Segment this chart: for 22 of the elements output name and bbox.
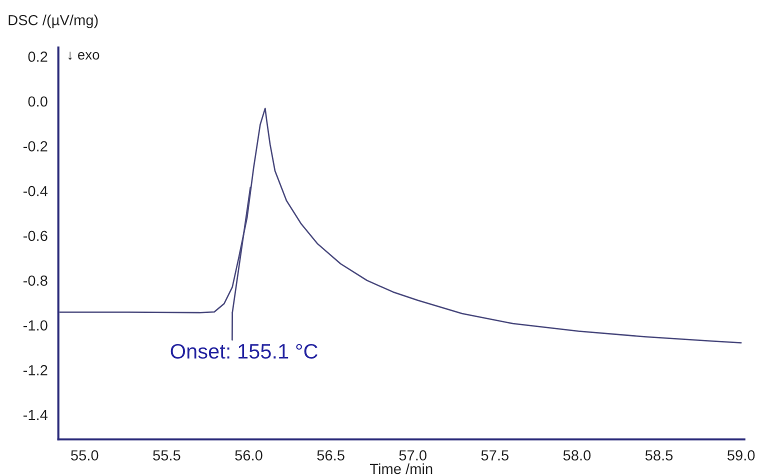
x-tick-label: 55.5 xyxy=(153,450,180,461)
y-tick-label: -1.4 xyxy=(23,410,48,420)
annotation: ↓ exo xyxy=(68,52,100,60)
x-tick-label: 58.5 xyxy=(645,450,673,461)
y-tick-label: -0.2 xyxy=(23,141,48,152)
x-tick-label: 57.5 xyxy=(481,450,508,461)
y-tick-label: -0.4 xyxy=(23,186,48,196)
y-tick-label: -0.6 xyxy=(23,230,48,242)
y-axis-title: DSC /(µV/mg) xyxy=(8,14,98,28)
x-tick-label: 59.0 xyxy=(727,450,755,461)
y-tick-label: -1.2 xyxy=(23,365,48,376)
x-tick-label: 56.0 xyxy=(235,450,262,461)
y-tick-label: -0.8 xyxy=(23,275,48,286)
y-tick-label: 0.0 xyxy=(28,96,48,107)
annotation: Onset: 155.1 °C xyxy=(170,344,318,359)
x-axis-title: Time /min xyxy=(370,463,432,474)
x-tick-label: 55.0 xyxy=(71,450,98,461)
x-tick-label: 58.0 xyxy=(563,450,591,461)
y-tick-label: 0.2 xyxy=(28,52,48,62)
x-tick-label: 57.0 xyxy=(399,450,426,461)
y-tick-label: -1.0 xyxy=(23,320,48,331)
x-tick-label: 56.5 xyxy=(317,450,344,461)
